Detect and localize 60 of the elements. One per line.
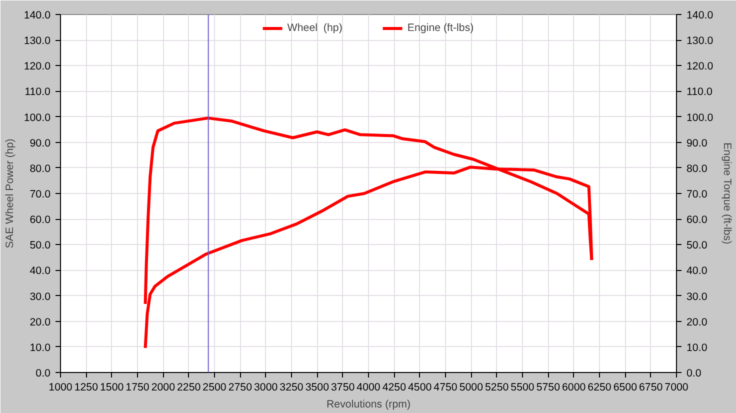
y2-tick-label: 40.0 (686, 265, 708, 278)
y-tick-label: 60.0 (30, 214, 51, 226)
y-tick-label: 120.0 (24, 60, 51, 73)
x-tick-label: 3500 (305, 382, 330, 394)
y-tick-label: 100.0 (24, 112, 51, 124)
y-axis-title: SAE Wheel Power (hp) (4, 138, 16, 248)
y-tick-label: 70.0 (30, 188, 51, 200)
x-tick-label: 1000 (48, 382, 72, 394)
x-tick-label: 1250 (74, 382, 98, 394)
x-tick-label: 4250 (382, 382, 406, 394)
x-tick-label: 2000 (151, 382, 176, 394)
x-tick-label: 5750 (536, 382, 560, 394)
x-tick-label: 6000 (562, 382, 586, 394)
y2-tick-label: 60.0 (686, 214, 708, 226)
x-tick-label: 3000 (254, 382, 278, 394)
y2-tick-label: 120.0 (686, 60, 714, 73)
y2-tick-label: 110.0 (686, 86, 712, 98)
y2-tick-label: 50.0 (686, 240, 708, 252)
x-tick-label: 1750 (126, 382, 150, 394)
y-tick-label: 80.0 (30, 162, 51, 175)
legend-label: Engine (ft-lbs) (407, 22, 474, 34)
x-tick-label: 2250 (176, 382, 201, 394)
y2-tick-label: 100.0 (686, 112, 714, 124)
y2-tick-label: 130.0 (686, 35, 714, 48)
x-tick-label: 1500 (100, 382, 124, 394)
y2-tick-label: 90.0 (686, 137, 708, 150)
y-tick-label: 20.0 (30, 316, 51, 328)
y2-tick-label: 80.0 (686, 162, 708, 175)
x-axis-title: Revolutions (rpm) (326, 398, 411, 410)
y-tick-label: 30.0 (30, 290, 51, 303)
x-tick-label: 4750 (434, 382, 458, 394)
x-tick-label: 5250 (484, 382, 509, 394)
x-tick-label: 4500 (408, 382, 432, 394)
x-tick-label: 5500 (510, 382, 534, 394)
y-tick-label: 50.0 (30, 240, 51, 252)
x-tick-label: 2750 (228, 382, 252, 394)
x-tick-label: 6250 (588, 382, 612, 394)
y2-tick-label: 0.0 (686, 368, 702, 380)
x-tick-label: 6500 (613, 382, 638, 394)
y-tick-label: 90.0 (30, 137, 51, 150)
x-tick-label: 7000 (664, 382, 688, 394)
y2-tick-label: 30.0 (686, 290, 708, 303)
y2-axis-title: Engine Torque (ft-lbs) (721, 142, 734, 244)
y-tick-label: 0.0 (36, 368, 51, 380)
x-tick-label: 6750 (638, 382, 663, 394)
y-tick-label: 110.0 (24, 86, 51, 98)
x-tick-label: 3750 (330, 382, 355, 394)
x-tick-label: 3250 (280, 382, 304, 394)
y-tick-label: 130.0 (24, 35, 51, 48)
y2-tick-label: 10.0 (686, 342, 708, 354)
y2-tick-label: 70.0 (686, 188, 708, 200)
y-tick-label: 10.0 (30, 342, 51, 354)
y2-tick-label: 20.0 (686, 316, 708, 328)
x-tick-label: 5000 (459, 382, 484, 394)
x-tick-label: 2500 (202, 382, 226, 394)
y-tick-label: 140.0 (24, 10, 51, 22)
y2-tick-label: 140.0 (686, 10, 714, 22)
legend-label: Wheel (hp) (287, 22, 342, 34)
x-tick-label: 4000 (356, 382, 380, 394)
y-tick-label: 40.0 (30, 265, 51, 278)
